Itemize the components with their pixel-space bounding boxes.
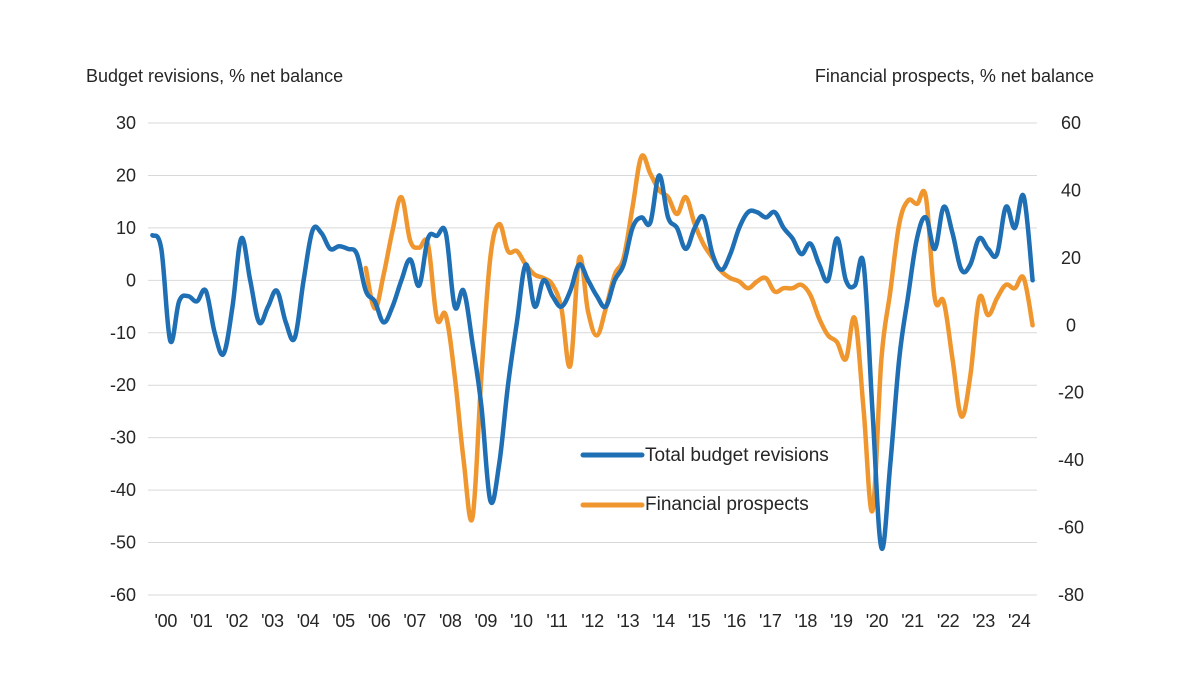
left-tick-label: -20: [110, 375, 136, 395]
x-tick-label: '19: [830, 611, 853, 631]
x-tick-label: '17: [759, 611, 782, 631]
right-tick-label: -80: [1058, 585, 1084, 605]
left-tick-label: -60: [110, 585, 136, 605]
x-tick-label: '06: [368, 611, 391, 631]
x-tick-label: '08: [439, 611, 462, 631]
x-tick-label: '02: [226, 611, 249, 631]
x-tick-label: '03: [261, 611, 284, 631]
right-tick-label: -20: [1058, 383, 1084, 403]
right-tick-label: 20: [1061, 248, 1081, 268]
series-line-financial-prospects: [363, 153, 1035, 523]
x-tick-label: '09: [475, 611, 498, 631]
right-tick-label: 0: [1066, 315, 1076, 335]
x-axis-ticks: '00 '01 '02 '03 '04 '05 '06 '07 '08 '09 '10 '11 '12 '…: [154, 611, 1031, 631]
x-tick-label: '16: [723, 611, 746, 631]
left-tick-label: 0: [126, 270, 136, 290]
right-tick-label: 40: [1061, 180, 1081, 200]
x-tick-label: '11: [546, 611, 568, 631]
left-tick-label: -40: [110, 480, 136, 500]
left-tick-label: -50: [110, 533, 136, 553]
right-axis-title: Financial prospects, % net balance: [815, 66, 1094, 86]
x-tick-label: '05: [332, 611, 355, 631]
x-tick-label: '22: [937, 611, 960, 631]
x-tick-label: '07: [403, 611, 426, 631]
x-tick-label: '18: [795, 611, 818, 631]
x-tick-label: '15: [688, 611, 711, 631]
left-tick-label: -10: [110, 323, 136, 343]
legend-label-financial-prospects: Financial prospects: [645, 494, 809, 515]
left-tick-label: -30: [110, 428, 136, 448]
left-tick-label: 30: [116, 113, 136, 133]
gridlines: [148, 122, 1037, 596]
left-axis-title: Budget revisions, % net balance: [86, 66, 343, 86]
left-tick-label: 20: [116, 165, 136, 185]
right-tick-label: -60: [1058, 518, 1084, 538]
legend-label-total-budget-revisions: Total budget revisions: [645, 445, 829, 466]
left-tick-label: 10: [116, 218, 136, 238]
legend: Total budget revisions Financial prospec…: [580, 445, 829, 515]
left-axis-ticks: 30 20 10 0 -10 -20 -30 -40 -50 -60: [110, 113, 136, 605]
right-tick-label: -40: [1058, 450, 1084, 470]
x-tick-label: '23: [972, 611, 995, 631]
x-tick-label: '01: [190, 611, 213, 631]
x-tick-label: '12: [581, 611, 604, 631]
x-tick-label: '13: [617, 611, 640, 631]
series-line-total-budget-revisions: [150, 173, 1035, 551]
x-tick-label: '24: [1008, 611, 1031, 631]
x-tick-label: '00: [154, 611, 177, 631]
series-lines: [150, 153, 1035, 551]
x-tick-label: '10: [510, 611, 533, 631]
right-axis-ticks: 60 40 20 0 -20 -40 -60 -80: [1058, 113, 1084, 605]
x-tick-label: '20: [866, 611, 889, 631]
x-tick-label: '14: [652, 611, 675, 631]
x-tick-label: '04: [297, 611, 320, 631]
x-tick-label: '21: [901, 611, 924, 631]
right-tick-label: 60: [1061, 113, 1081, 133]
